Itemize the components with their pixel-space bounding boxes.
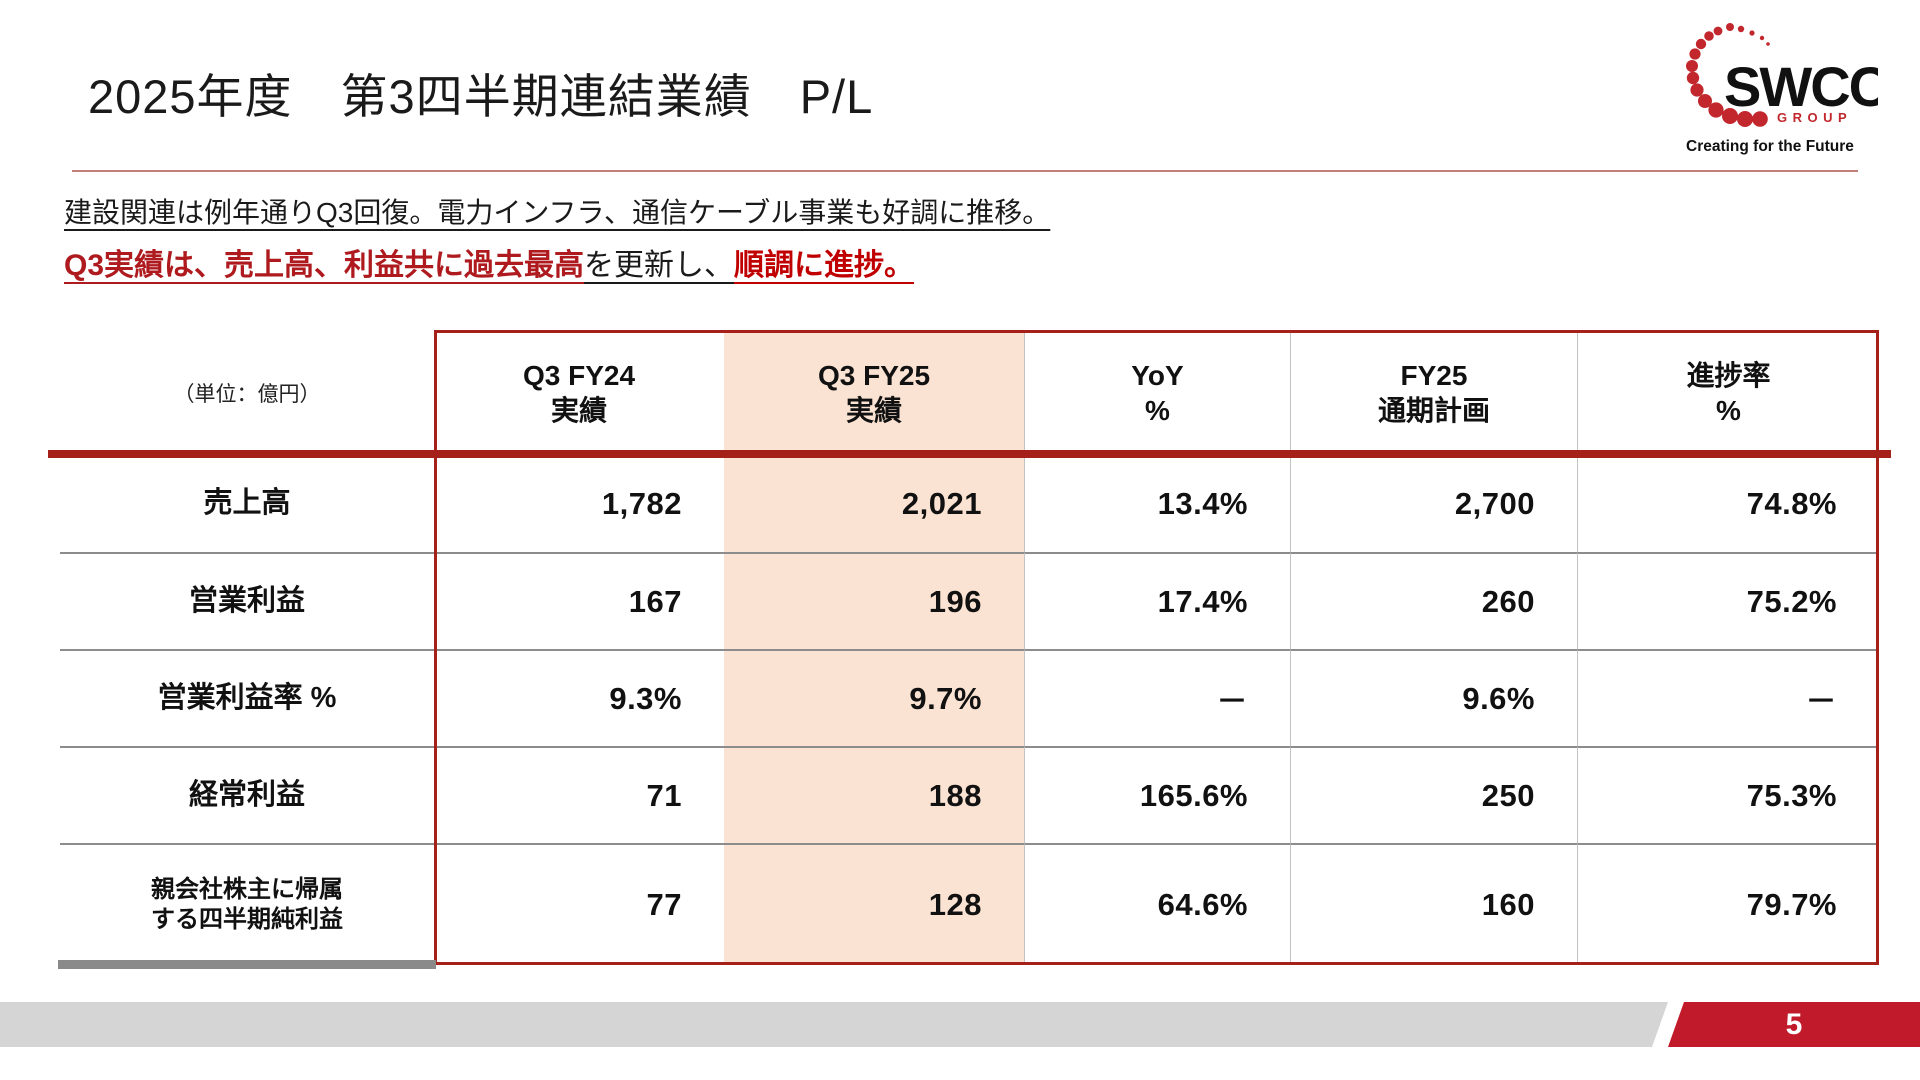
- table-cell: －: [1024, 649, 1290, 746]
- table-cell: 165.6%: [1024, 746, 1290, 843]
- column-header-q3-fy25: Q3 FY25 実績: [724, 330, 1024, 455]
- page-title: 2025年度 第3四半期連結業績 P/L: [88, 70, 874, 123]
- table-cell: 9.6%: [1290, 649, 1577, 746]
- table-cell: 75.3%: [1577, 746, 1879, 843]
- title-divider: [72, 170, 1858, 172]
- table-cell: 13.4%: [1024, 455, 1290, 552]
- lead-line-2-red-1: Q3実績は、売上高、利益共に過去最高: [64, 248, 585, 282]
- table-cell: 188: [724, 746, 1024, 843]
- logo-group-text: GROUP: [1777, 110, 1852, 125]
- footer-bar-red: [1668, 1002, 1920, 1047]
- column-header-progress: 進捗率 %: [1577, 330, 1879, 455]
- table-cell: 2,021: [724, 455, 1024, 552]
- column-header-fy25-plan: FY25 通期計画: [1290, 330, 1577, 455]
- table-cell: 260: [1290, 552, 1577, 649]
- table-cell: 128: [724, 843, 1024, 965]
- table-cell: －: [1577, 649, 1879, 746]
- page-number: 5: [1785, 1008, 1803, 1041]
- table-cell: 196: [724, 552, 1024, 649]
- table-cell: 17.4%: [1024, 552, 1290, 649]
- row-label-operating-income: 営業利益: [60, 552, 434, 649]
- pl-results-table: （単位：億円） Q3 FY24 実績 Q3 FY25 実績 YoY % FY25…: [48, 330, 1891, 969]
- column-header-q3-fy24: Q3 FY24 実績: [434, 330, 724, 455]
- table-cell: 77: [434, 843, 724, 965]
- row-label-net-sales: 売上高: [60, 455, 434, 552]
- table-cell: 71: [434, 746, 724, 843]
- table-cell: 74.8%: [1577, 455, 1879, 552]
- row-label-operating-margin: 営業利益率 %: [60, 649, 434, 746]
- table-cell: 160: [1290, 843, 1577, 965]
- lead-line-1: 建設関連は例年通りQ3回復。電力インフラ、通信ケーブル事業も好調に推移。: [64, 197, 1051, 228]
- table-cell: 9.7%: [724, 649, 1024, 746]
- table-cell: 9.3%: [434, 649, 724, 746]
- table-cell: 2,700: [1290, 455, 1577, 552]
- table-unit-note: （単位：億円）: [60, 330, 434, 455]
- logo-dot-circle: [1686, 23, 1770, 127]
- table-cell: 64.6%: [1024, 843, 1290, 965]
- row-label-net-income: 親会社株主に帰属 する四半期純利益: [60, 843, 434, 965]
- table-cell: 167: [434, 552, 724, 649]
- footer-bar-gray: [0, 1002, 1668, 1047]
- column-header-yoy: YoY %: [1024, 330, 1290, 455]
- lead-line-2: Q3実績は、売上高、利益共に過去最高を更新し、順調に進捗。: [64, 244, 1050, 288]
- row-label-ordinary-income: 経常利益: [60, 746, 434, 843]
- logo-brand-text: SWCC: [1724, 55, 1878, 118]
- lead-text: 建設関連は例年通りQ3回復。電力インフラ、通信ケーブル事業も好調に推移。 Q3実…: [64, 193, 1050, 288]
- table-label-bottom-bar: [58, 960, 436, 969]
- table-cell: 79.7%: [1577, 843, 1879, 965]
- table-cell: 1,782: [434, 455, 724, 552]
- table-header-underline: [48, 450, 1891, 458]
- table-cell: 250: [1290, 746, 1577, 843]
- logo-tagline: Creating for the Future: [1686, 138, 1854, 155]
- table-cell: 75.2%: [1577, 552, 1879, 649]
- swcc-group-logo: SWCC GROUP Creating for the Future: [1686, 23, 1878, 155]
- lead-line-2-red-2: 順調に進捗。: [734, 248, 915, 282]
- lead-line-2-black: を更新し、: [584, 248, 735, 282]
